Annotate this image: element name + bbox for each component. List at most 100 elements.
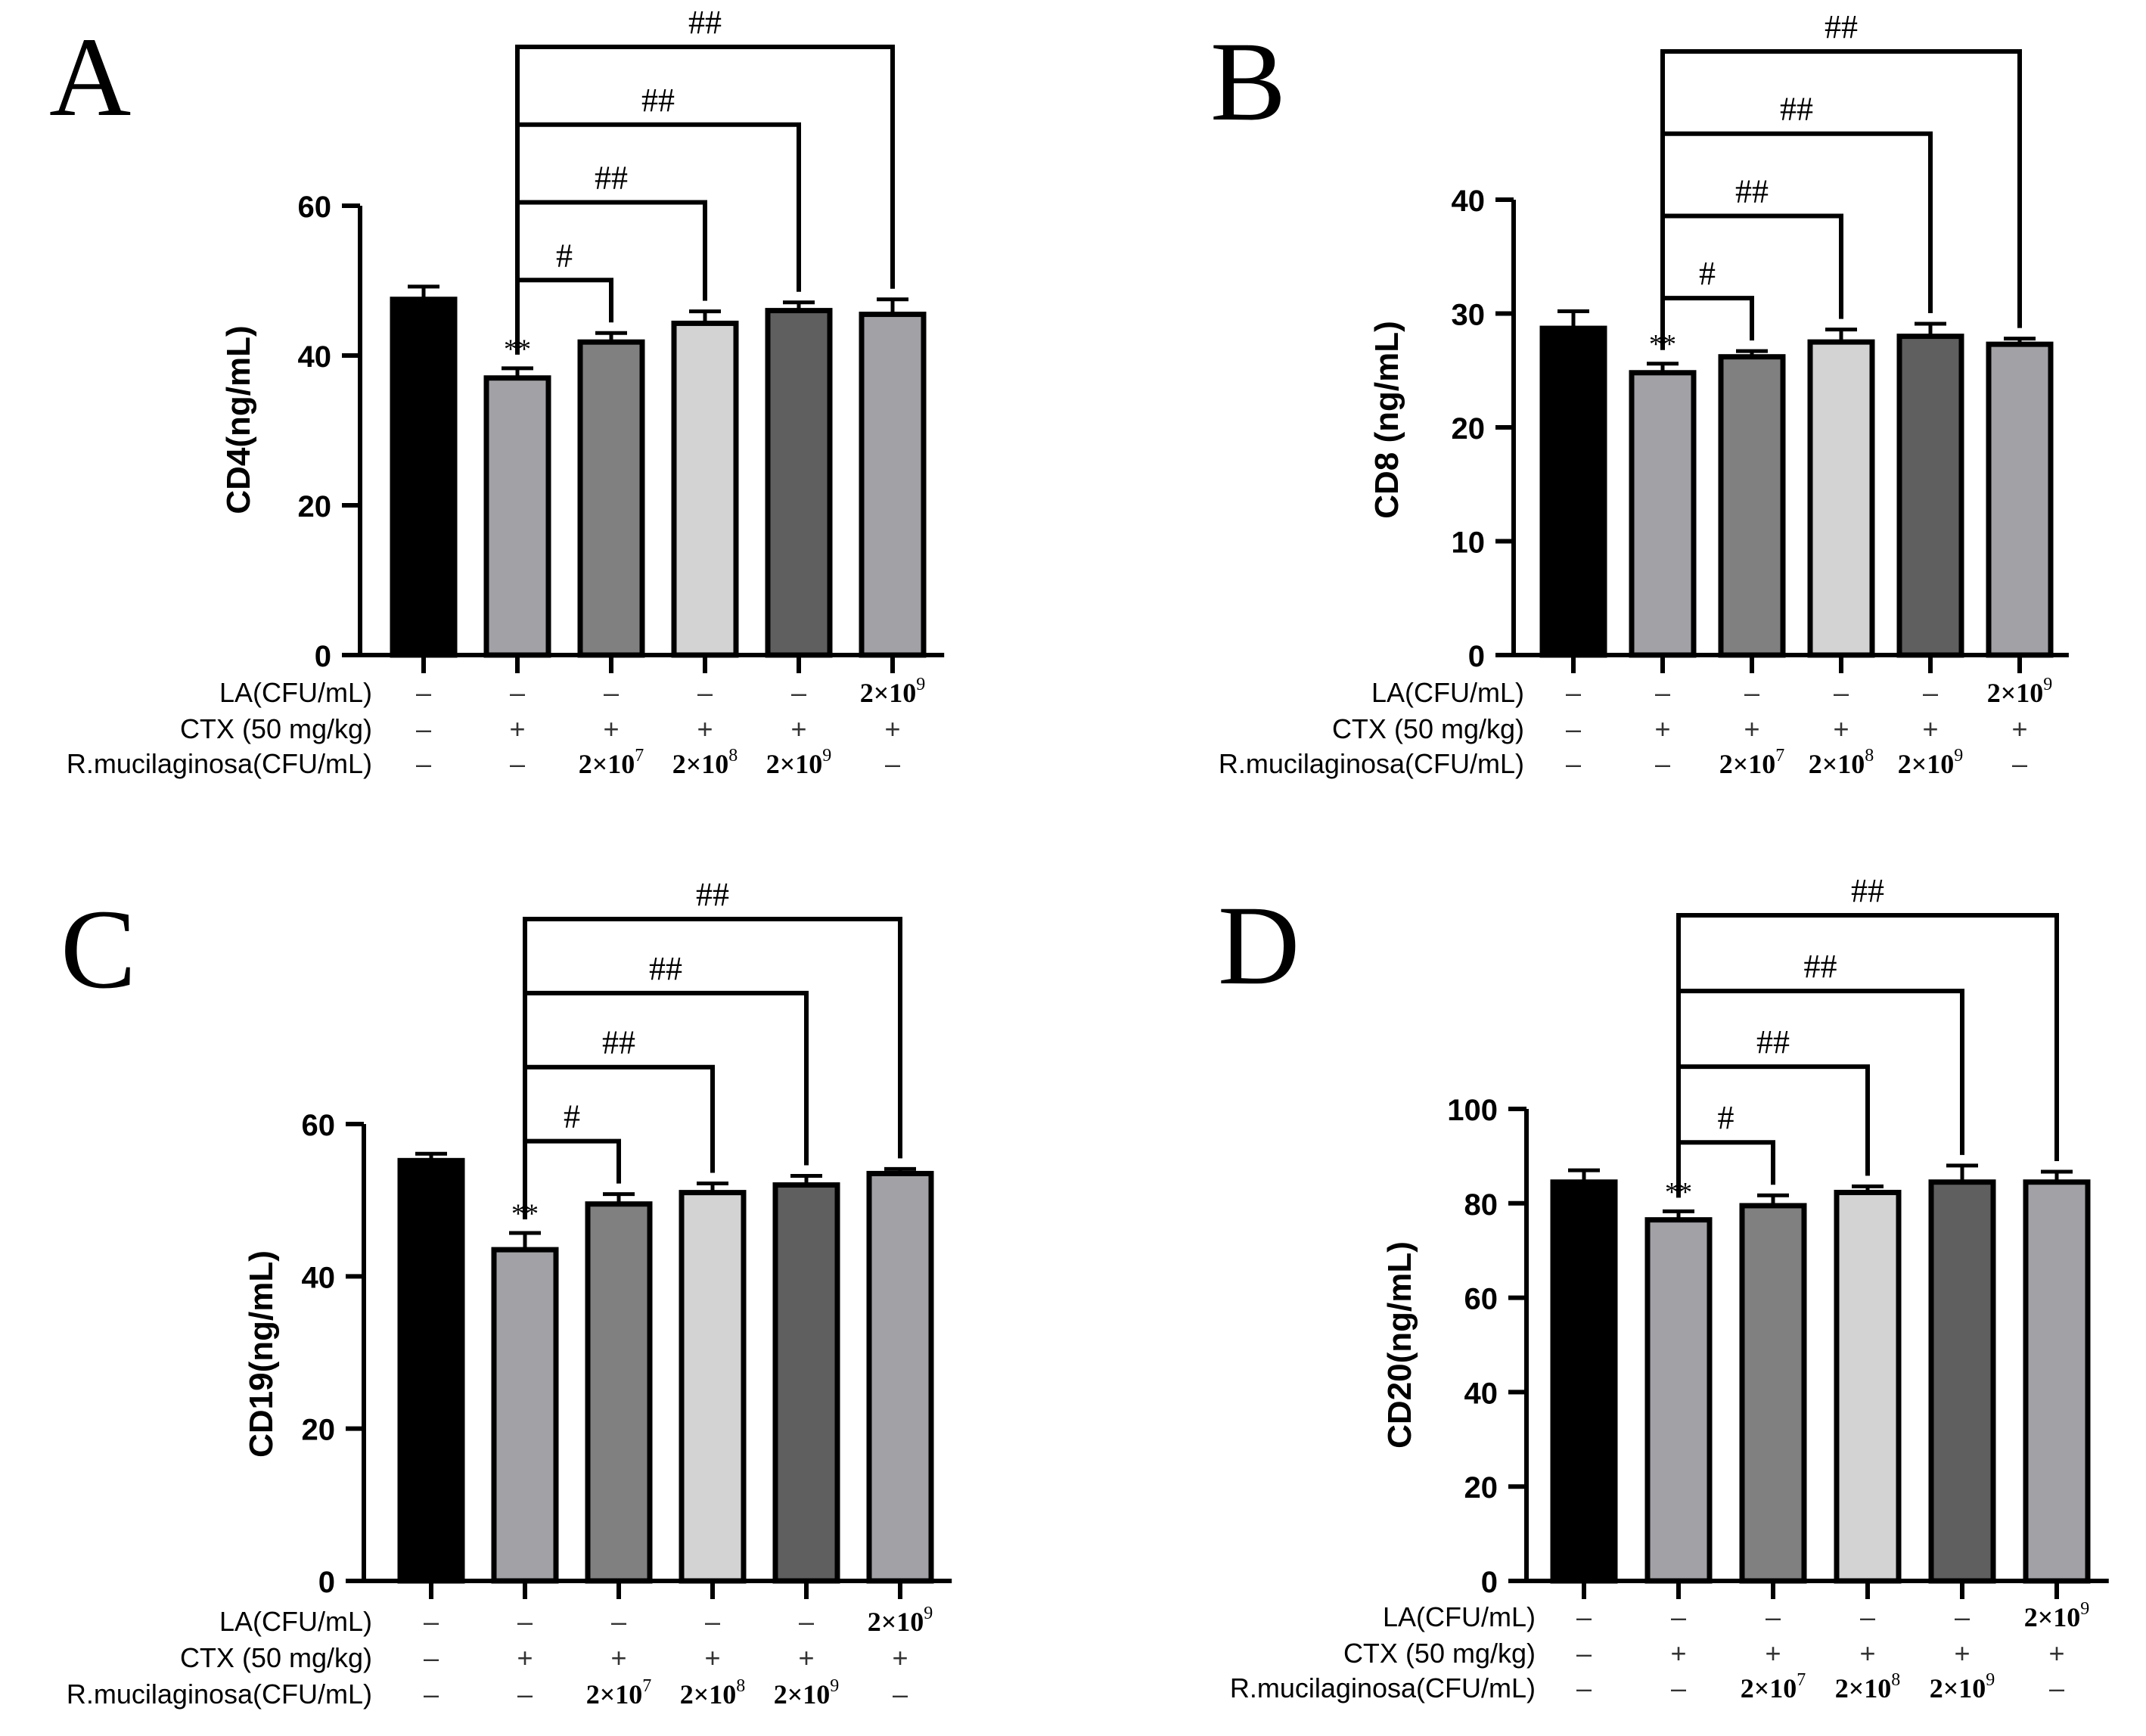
y-axis-label: CD8 (ng/mL) xyxy=(1368,321,1405,519)
y-tick-label: 10 xyxy=(1452,526,1486,560)
bar xyxy=(1896,334,1964,658)
y-tick-label: 40 xyxy=(298,340,332,374)
bracket-label: ## xyxy=(595,160,628,197)
dose-base: 2×10 xyxy=(1719,749,1776,779)
dose-exponent: 7 xyxy=(1797,1670,1806,1690)
bracket-label: ## xyxy=(688,4,722,41)
dash-mark: – xyxy=(791,677,806,708)
dose-base: 2×10 xyxy=(860,678,917,708)
bracket-label: ## xyxy=(1851,872,1884,909)
dose-label: 2×109 xyxy=(868,1604,933,1637)
y-tick-label: 0 xyxy=(1468,640,1485,673)
dash-mark: – xyxy=(424,1606,439,1637)
bracket-label: # xyxy=(556,237,573,274)
dose-label: 2×107 xyxy=(579,746,644,779)
condition-row-label: CTX (50 mg/kg) xyxy=(1332,713,1524,744)
dose-label: 2×107 xyxy=(1719,746,1785,779)
condition-row-label: R.mucilaginosa(CFU/mL) xyxy=(67,748,372,779)
bar xyxy=(577,339,645,658)
bar xyxy=(397,1157,465,1584)
panel-letter: A xyxy=(49,14,131,140)
bar xyxy=(1718,354,1786,658)
dose-base: 2×10 xyxy=(766,749,823,779)
bar xyxy=(1928,1179,1996,1584)
dash-mark: – xyxy=(416,713,431,744)
dash-mark: – xyxy=(1860,1601,1875,1632)
dash-mark: – xyxy=(517,1679,533,1710)
dose-exponent: 9 xyxy=(830,1676,839,1696)
dose-exponent: 9 xyxy=(1954,746,1963,766)
dash-mark: – xyxy=(2049,1672,2064,1703)
dash-mark: – xyxy=(1655,677,1670,708)
bar xyxy=(491,1247,559,1584)
plus-mark: + xyxy=(798,1642,814,1673)
dose-exponent: 9 xyxy=(916,675,925,694)
panel-letter: C xyxy=(61,887,136,1012)
dash-mark: – xyxy=(885,748,900,779)
dose-exponent: 9 xyxy=(924,1604,933,1623)
dose-base: 2×10 xyxy=(1741,1673,1797,1703)
plus-mark: + xyxy=(1670,1638,1686,1669)
dash-mark: – xyxy=(1671,1672,1686,1703)
dash-mark: – xyxy=(1655,748,1670,779)
y-tick-label: 60 xyxy=(1464,1283,1498,1316)
dash-mark: – xyxy=(1955,1601,1970,1632)
bracket-label: ## xyxy=(1825,8,1858,45)
dose-base: 2×10 xyxy=(1987,678,2044,708)
plus-mark: + xyxy=(884,713,900,744)
dose-base: 2×10 xyxy=(672,749,729,779)
condition-row-label: CTX (50 mg/kg) xyxy=(180,713,372,744)
y-axis-label: CD4(ng/mL) xyxy=(220,325,257,514)
dash-mark: – xyxy=(1566,713,1581,744)
condition-row-label: LA(CFU/mL) xyxy=(219,1606,372,1637)
dash-mark: – xyxy=(705,1606,720,1637)
plus-mark: + xyxy=(610,1642,626,1673)
dash-mark: – xyxy=(416,677,431,708)
y-tick-label: 40 xyxy=(302,1261,336,1294)
dose-label: 2×109 xyxy=(1930,1670,1995,1703)
dose-base: 2×10 xyxy=(2024,1602,2081,1632)
bar xyxy=(765,308,833,658)
panel-c: CCD19(ng/mL)0204060**#######LA(CFU/mL)––… xyxy=(61,876,952,1710)
plus-mark: + xyxy=(1833,713,1849,744)
dash-mark: – xyxy=(1744,677,1759,708)
dose-base: 2×10 xyxy=(1835,1673,1892,1703)
dose-label: 2×108 xyxy=(672,746,738,779)
dash-mark: – xyxy=(1566,677,1581,708)
dose-exponent: 7 xyxy=(1775,746,1784,766)
y-tick-label: 0 xyxy=(318,1566,335,1599)
plus-mark: + xyxy=(603,713,619,744)
dash-mark: – xyxy=(604,677,619,708)
dash-mark: – xyxy=(1923,677,1938,708)
y-tick-label: 0 xyxy=(1481,1566,1498,1599)
condition-row-label: R.mucilaginosa(CFU/mL) xyxy=(1230,1672,1536,1703)
bracket-label: # xyxy=(1718,1099,1735,1136)
panel-letter: B xyxy=(1210,19,1286,144)
condition-row-label: LA(CFU/mL) xyxy=(1371,677,1524,708)
dose-exponent: 7 xyxy=(642,1676,651,1696)
condition-row-label: R.mucilaginosa(CFU/mL) xyxy=(67,1679,372,1710)
dash-mark: – xyxy=(893,1679,908,1710)
plus-mark: + xyxy=(509,713,525,744)
y-tick-label: 20 xyxy=(298,490,332,523)
dash-mark: – xyxy=(1566,748,1581,779)
dash-mark: – xyxy=(2012,748,2027,779)
plus-mark: + xyxy=(1954,1638,1970,1669)
y-tick-label: 20 xyxy=(1452,412,1486,446)
dose-base: 2×10 xyxy=(586,1679,643,1710)
bracket-label: ## xyxy=(1804,948,1837,985)
dose-exponent: 9 xyxy=(1986,1670,1995,1690)
bracket-label: ## xyxy=(696,876,729,913)
dash-mark: – xyxy=(611,1606,626,1637)
y-tick-label: 0 xyxy=(315,640,331,673)
dash-mark: – xyxy=(424,1679,439,1710)
y-tick-label: 40 xyxy=(1464,1377,1498,1410)
plus-mark: + xyxy=(1744,713,1759,744)
dose-label: 2×107 xyxy=(586,1676,652,1710)
dose-exponent: 9 xyxy=(2043,675,2052,694)
bar xyxy=(585,1201,653,1584)
y-tick-label: 30 xyxy=(1452,299,1486,332)
bar xyxy=(1539,325,1607,658)
dose-label: 2×109 xyxy=(1898,746,1964,779)
